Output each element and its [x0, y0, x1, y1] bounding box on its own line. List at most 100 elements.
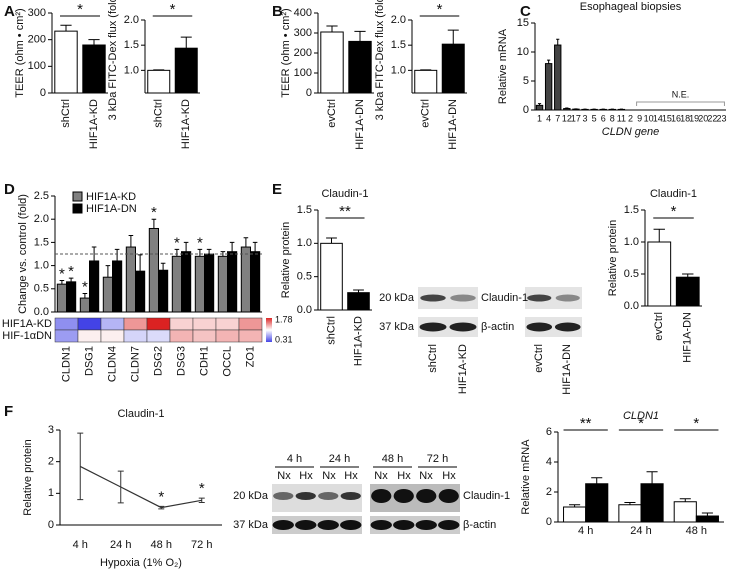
blot-band: [527, 294, 552, 302]
error-bar: [68, 277, 74, 282]
blot-band: [415, 520, 437, 530]
x-tick-label: 2: [628, 113, 633, 123]
x-tick-label: shCtrl: [60, 99, 72, 128]
y-tick-label: 1.5: [391, 39, 406, 51]
error-bar: [198, 497, 205, 504]
error-bar: [137, 254, 143, 272]
y-tick-label: 2.0: [391, 14, 406, 26]
bar: [227, 251, 238, 313]
bar: [204, 253, 215, 313]
y-axis-label: Relative mRNA: [497, 28, 509, 104]
error-bar: [537, 103, 542, 106]
error-bar: [183, 241, 189, 252]
bar: [563, 506, 587, 523]
x-tick-label: DSG3: [175, 346, 187, 376]
error-bar: [206, 248, 212, 254]
x-tick-label: CDH1: [198, 346, 210, 376]
error-bar: [624, 502, 636, 505]
legend-swatch: [72, 203, 83, 214]
blot-marker: 20 kDa: [233, 490, 269, 502]
error-bar: [326, 25, 338, 32]
error-bar: [151, 218, 157, 229]
error-bar: [646, 471, 658, 484]
x-tick-label: evCtrl: [653, 312, 665, 341]
y-tick-label: 1: [48, 487, 54, 499]
heatmap-row-label: HIF1A-KD: [2, 318, 52, 330]
significance: *: [82, 278, 88, 295]
y-tick-label: 1.5: [124, 39, 139, 51]
error-bar: [77, 432, 84, 501]
error-bar: [229, 241, 235, 252]
x-tick-label: DSG2: [152, 346, 164, 376]
panel-letter: E: [272, 181, 282, 198]
blot-timepoint: 72 h: [427, 453, 448, 465]
blot-timepoint: 4 h: [287, 453, 302, 465]
x-tick-label: 7: [555, 113, 560, 123]
bar: [79, 297, 91, 313]
significance: *: [59, 265, 65, 282]
bar: [544, 63, 553, 111]
error-bar: [682, 273, 694, 278]
annotation-bracket: [636, 101, 725, 106]
blot-band: [554, 322, 581, 332]
x-tick-label: 18: [680, 113, 690, 123]
x-tick-label: 16: [671, 113, 681, 123]
bar: [554, 44, 562, 111]
y-tick-label: 2.5: [34, 190, 49, 202]
blot-band: [295, 520, 317, 530]
blot-membrane: [370, 516, 460, 534]
x-tick-label: CLDN4: [106, 346, 118, 382]
heatmap-cell: [123, 317, 148, 331]
y-tick-label: 1.0: [624, 236, 639, 248]
blot-band: [370, 520, 392, 530]
legend-label: HIF1A-DN: [86, 203, 137, 215]
blot-band: [340, 520, 362, 530]
heatmap-cell: [215, 329, 240, 343]
significance: *: [151, 204, 157, 221]
blot-condition: Hx: [397, 470, 411, 482]
bar: [240, 246, 252, 313]
bar: [89, 260, 100, 313]
blot-protein: Claudin-1: [481, 292, 528, 304]
x-tick-label: 48 h: [686, 525, 707, 537]
error-bar: [91, 246, 97, 261]
significance: *: [158, 488, 164, 505]
bar: [148, 227, 160, 313]
y-tick-label: 0: [546, 516, 552, 528]
significance: *: [199, 480, 205, 497]
bar: [171, 255, 183, 313]
blot-condition: Hx: [442, 470, 456, 482]
significance: *: [197, 234, 203, 251]
bar: [414, 69, 438, 94]
legend-label: HIF1A-KD: [86, 191, 136, 203]
y-tick-label: 0: [523, 104, 529, 116]
x-tick-label: 14: [653, 113, 663, 123]
heatmap-cell: [238, 329, 263, 343]
x-tick-label: 9: [637, 113, 642, 123]
heatmap-cell: [100, 317, 125, 331]
blot-band: [438, 489, 459, 503]
x-tick-label: 23: [716, 113, 726, 123]
heatmap-cell: [54, 329, 79, 343]
error-bar: [547, 59, 551, 64]
y-tick-label: 2: [546, 486, 552, 498]
error-bar: [88, 39, 100, 45]
significance: *: [170, 1, 176, 18]
line: [79, 465, 202, 509]
blot-band: [295, 492, 316, 500]
error-bar: [160, 262, 166, 271]
error-bar: [117, 470, 124, 504]
y-tick-label: 200: [294, 47, 312, 59]
error-bar: [591, 477, 603, 484]
colorbar-label: 1.78: [275, 314, 293, 324]
bar: [563, 108, 571, 111]
blot-band: [449, 322, 477, 332]
x-tick-label: shCtrl: [325, 316, 337, 345]
x-tick-label: evCtrl: [420, 99, 432, 128]
x-tick-label: 72 h: [191, 539, 212, 551]
bar: [66, 281, 77, 313]
significance: **: [580, 415, 592, 432]
x-tick-label: HIF1A-DN: [447, 99, 459, 150]
bar: [158, 269, 169, 313]
bar: [217, 255, 229, 313]
